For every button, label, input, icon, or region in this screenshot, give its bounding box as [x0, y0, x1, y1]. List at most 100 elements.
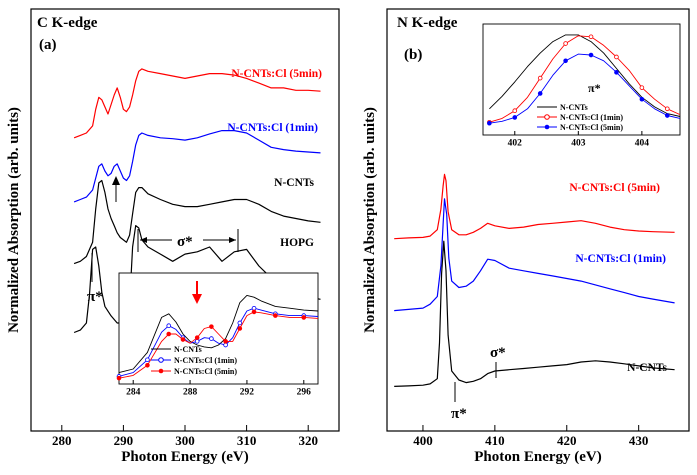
panel-b-ylabel: Normalized Absorption (arb. units)	[362, 107, 378, 333]
panel-b-inset: 402 403 404 π* N-CNTs N-CNTs:Cl (1min) N-C…	[482, 23, 681, 149]
panel-a-inset-series-n-cnts-cl-5min	[118, 311, 319, 379]
panel-b-inset-curves	[487, 34, 681, 126]
panel-b-inset-point	[537, 75, 543, 81]
panel-b-series-n-cnts-cl-5min	[394, 173, 675, 240]
pi-star-label-a: π*	[87, 289, 103, 305]
panel-a-inset-point	[251, 309, 257, 315]
panel-a-x-ticks: 280 290 300 310 320	[52, 425, 318, 448]
panel-b-inset-series-n-cnts	[489, 34, 681, 117]
x-tick-label: 430	[629, 433, 649, 448]
panel-a-inset-x-ticks: 284 288 292 296	[126, 380, 311, 398]
panel-a-inset-curves	[116, 294, 319, 381]
panel-b-inset-point	[487, 120, 492, 126]
panel-b: N K-edge (b) 400 410 420 430 Photon Energy …	[362, 8, 690, 465]
x-tick-label: 320	[298, 433, 318, 448]
inset-b-legend: N-CNTs N-CNTs:Cl (1min) N-CNTs:Cl (5min)	[537, 103, 623, 132]
panel-a-inset-point	[301, 315, 307, 320]
panel-b-inset-point	[614, 54, 619, 60]
legend-b-1min: N-CNTs:Cl (1min)	[560, 113, 623, 122]
legend-b-5min: N-CNTs:Cl (5min)	[560, 123, 623, 132]
panel-a-inset-point	[209, 324, 214, 329]
x-tick-label: 290	[114, 433, 134, 448]
sigma-arrow-right-head	[229, 237, 236, 243]
panel-a-inset: 284 288 292 296 N-CNTs N-CNTs:Cl (1min) N-C…	[116, 272, 319, 398]
x-tick-label: 404	[635, 139, 650, 149]
panel-b-xlabel: Photon Energy (eV)	[474, 449, 602, 465]
arrow-a-head	[112, 176, 120, 185]
panel-a-inset-point	[251, 305, 257, 311]
panel-a-inset-point	[145, 357, 150, 363]
label-a-5min: N-CNTs:Cl (5min)	[231, 68, 322, 80]
panel-b-x-ticks: 400 410 420 430	[413, 425, 648, 448]
panel-a-series-hopg	[73, 225, 321, 334]
panel-a-ylabel: Normalized Absorption (arb. units)	[6, 107, 22, 333]
panel-b-inset-point	[512, 108, 518, 114]
panel-a-inset-point	[180, 337, 186, 342]
panel-a-xlabel: Photon Energy (eV)	[121, 449, 249, 465]
panel-a-inset-point	[237, 320, 243, 326]
panel-a-inset-series-n-cnts-cl-1min	[118, 307, 319, 377]
panel-a-inset-point	[237, 326, 243, 331]
panel-a-curves	[73, 68, 321, 334]
legend-b-1min-marker	[544, 114, 550, 120]
legend-a-1min-marker	[158, 357, 164, 363]
panel-a-inset-frame	[118, 272, 319, 385]
panel-b-inset-point	[664, 106, 670, 112]
sigma-star-label-a: σ*	[177, 234, 193, 250]
panel-b-inset-point	[588, 34, 594, 40]
panel-a-inset-point	[145, 362, 150, 368]
inset-a-red-arrow-head	[192, 294, 202, 304]
panel-b-inset-point	[563, 41, 568, 46]
panel-b-inset-series-n-cnts-cl-1min	[489, 35, 681, 123]
legend-a-5min: N-CNTs:Cl (5min)	[174, 367, 237, 376]
label-b-5min: N-CNTs:Cl (5min)	[569, 182, 660, 194]
panel-a: C K-edge (a) 280 290 300 310 320 Photon Ener…	[6, 8, 340, 465]
panel-a-label: (a)	[39, 37, 57, 53]
panel-b-inset-point	[512, 115, 518, 120]
x-tick-label: 403	[571, 139, 586, 149]
legend-b-5min-marker	[544, 124, 550, 130]
panel-b-series-n-cnts	[394, 240, 675, 387]
inset-a-legend: N-CNTs N-CNTs:Cl (1min) N-CNTs:Cl (5min)	[151, 345, 237, 376]
x-tick-label: 400	[413, 433, 433, 448]
x-tick-label: 402	[508, 139, 523, 149]
panel-b-title: N K-edge	[397, 15, 458, 31]
panel-a-inset-point	[223, 342, 228, 348]
x-tick-label: 284	[126, 388, 141, 398]
panel-b-inset-x-ticks: 402 403 404	[508, 131, 650, 149]
x-tick-label: 288	[183, 388, 198, 398]
sigma-star-label-b: σ*	[490, 345, 506, 361]
panel-b-label: (b)	[404, 47, 422, 63]
panel-b-inset-point	[639, 85, 645, 90]
panel-a-inset-point	[194, 335, 200, 340]
panel-a-series-n-cnts-cl-5min	[73, 68, 321, 139]
panel-b-series-n-cnts-cl-1min	[394, 198, 675, 312]
panel-b-frame	[386, 8, 690, 432]
x-tick-label: 420	[557, 433, 577, 448]
panel-a-series-n-cnts-cl-1min	[73, 130, 321, 203]
panel-b-inset-point	[664, 113, 670, 118]
x-tick-label: 410	[485, 433, 505, 448]
sigma-arrow-left-head	[140, 237, 147, 243]
pi-star-label-b: π*	[451, 406, 467, 422]
x-tick-label: 280	[52, 433, 72, 448]
legend-a-ncnts: N-CNTs	[174, 345, 202, 354]
panel-a-inset-point	[194, 339, 200, 344]
panel-a-title: C K-edge	[37, 15, 98, 31]
label-a-1min: N-CNTs:Cl (1min)	[227, 122, 318, 134]
legend-a-1min: N-CNTs:Cl (1min)	[174, 356, 237, 365]
panel-a-inset-point	[209, 336, 214, 341]
label-b-1min: N-CNTs:Cl (1min)	[575, 253, 666, 265]
label-a-ncnts: N-CNTs	[274, 177, 314, 189]
x-tick-label: 292	[240, 388, 255, 398]
panel-a-inset-point	[223, 339, 228, 344]
panel-a-inset-point	[116, 375, 122, 381]
x-tick-label: 310	[237, 433, 257, 448]
x-tick-label: 296	[297, 388, 312, 398]
panel-a-inset-point	[166, 331, 172, 337]
legend-b-ncnts: N-CNTs	[560, 103, 588, 112]
panel-b-inset-point	[614, 70, 619, 75]
label-a-hopg: HOPG	[280, 237, 314, 249]
inset-b-title: π*	[588, 81, 601, 95]
